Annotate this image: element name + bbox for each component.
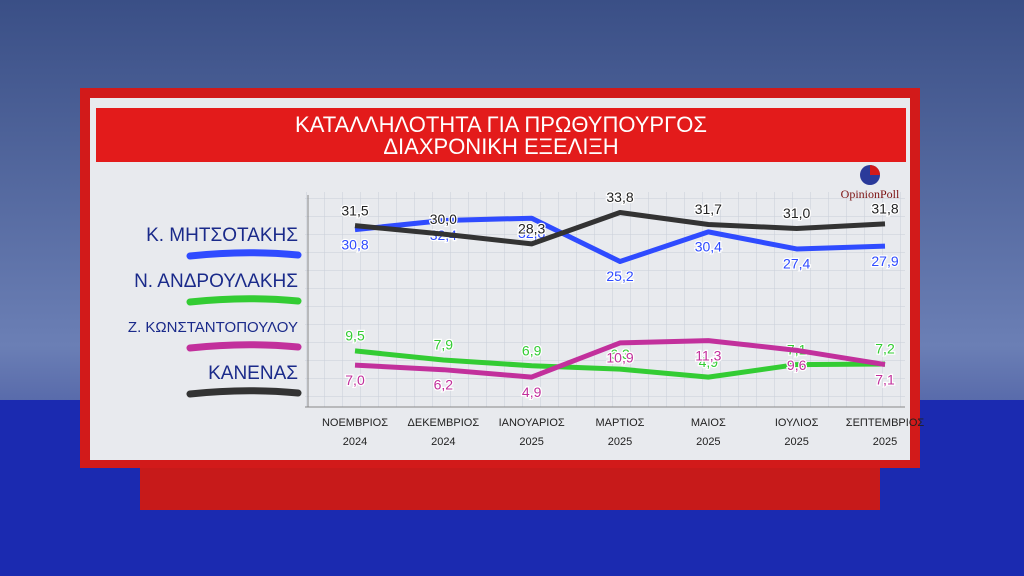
- data-label: 7,1: [875, 371, 895, 387]
- data-label: 7,0: [345, 372, 365, 388]
- data-label: 31,5: [341, 202, 368, 218]
- x-tick-label: ΝΟΕΜΒΡΙΟΣ 2024: [321, 417, 389, 448]
- data-label: 4,9: [522, 384, 542, 400]
- title-bar: [96, 108, 906, 162]
- desk: [140, 460, 880, 510]
- data-label: 4,9: [699, 354, 719, 370]
- data-label: 27,9: [871, 253, 898, 269]
- x-tick-label: ΜΑΙΟΣ 2025: [690, 417, 726, 448]
- legend-swatch: [186, 295, 302, 306]
- data-label: 31,8: [871, 201, 898, 217]
- data-label: 27,4: [783, 256, 810, 272]
- x-tick-label: ΜΑΡΤΙΟΣ 2025: [595, 417, 645, 448]
- data-label: 9,5: [345, 328, 365, 344]
- data-label: 31,7: [695, 201, 722, 217]
- data-label: 9,6: [787, 357, 807, 373]
- legend-swatch: [186, 249, 302, 260]
- data-label: 7,9: [434, 337, 454, 353]
- data-label: 30,4: [695, 239, 722, 255]
- logo-icon-part: [870, 165, 880, 175]
- data-label: 28,3: [518, 221, 545, 237]
- data-label: 30,8: [341, 236, 368, 252]
- legend-label: Κ. ΜΗΤΣΟΤΑΚΗΣ: [146, 225, 298, 246]
- data-label: 11,3: [695, 347, 721, 363]
- data-label: 31,0: [783, 205, 810, 221]
- chart-title: ΚΑΤΑΛΛΗΛΟΤΗΤΑ ΓΙΑ ΠΡΩΘΥΠΟΥΡΓΟΣ: [295, 112, 707, 137]
- data-label: 6,2: [434, 376, 454, 392]
- x-tick-label: ΣΕΠΤΕΜΒΡΙΟΣ 2025: [845, 417, 925, 448]
- series-line: [354, 338, 886, 380]
- x-tick-label: ΔΕΚΕΜΒΡΙΟΣ 2024: [407, 417, 480, 448]
- series-line: [354, 348, 886, 380]
- data-label: 33,8: [606, 189, 633, 205]
- legend-label: Ν. ΑΝΔΡΟΥΛΑΚΗΣ: [134, 271, 298, 292]
- source-logo: OpinionPoll: [841, 187, 900, 201]
- data-label: 6,9: [522, 342, 542, 358]
- data-label: 6,3: [610, 346, 630, 362]
- series-line: [354, 215, 886, 264]
- data-label: 25,2: [606, 268, 633, 284]
- data-label: 7,2: [875, 341, 895, 357]
- x-tick-label: ΙΑΝΟΥΑΡΙΟΣ 2025: [498, 417, 565, 448]
- series-line: [354, 210, 886, 247]
- legend-swatch: [186, 387, 302, 398]
- chart-subtitle: ΔΙΑΧΡΟΝΙΚΗ ΕΞΕΛΙΞΗ: [383, 134, 618, 159]
- data-label: 32,8: [518, 225, 545, 241]
- legend-swatch: [186, 341, 302, 352]
- legend-label: ΚΑΝΕΝΑΣ: [208, 363, 298, 384]
- data-label: 10,9: [606, 350, 633, 366]
- data-label: 30,0: [430, 211, 457, 227]
- legend-label: Ζ. ΚΩΝΣΤΑΝΤΟΠΟΥΛΟΥ: [128, 319, 298, 336]
- x-tick-label: ΙΟΥΛΙΟΣ 2025: [774, 417, 819, 448]
